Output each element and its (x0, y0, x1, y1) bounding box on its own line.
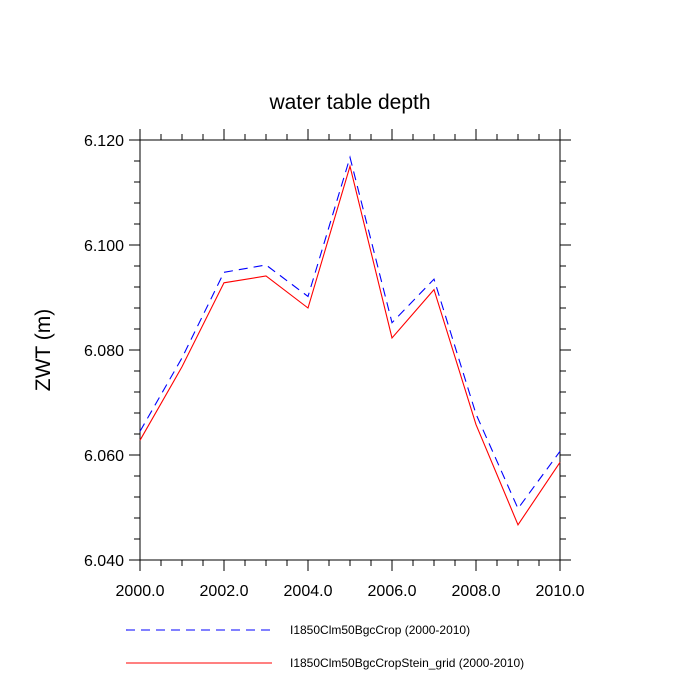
chart-title: water table depth (268, 91, 430, 114)
y-tick-label: 6.080 (84, 343, 124, 360)
legend-label-2: I1850Clm50BgcCropStein_grid (2000-2010) (290, 656, 524, 670)
y-axis-label: ZWT (m) (32, 309, 55, 391)
series-line-2 (139, 164, 561, 526)
y-tick-label: 6.100 (84, 238, 124, 255)
y-tick-label: 6.060 (84, 448, 124, 465)
x-tick-label: 2008.0 (452, 583, 501, 600)
x-tick-label: 2000.0 (116, 583, 165, 600)
x-tick-label: 2004.0 (284, 583, 333, 600)
plot-frame (139, 139, 561, 561)
x-tick-label: 2010.0 (536, 583, 585, 600)
y-tick-label: 6.040 (84, 553, 124, 570)
y-tick-label: 6.120 (84, 133, 124, 150)
series-line-1 (139, 155, 561, 510)
axes: 2000.0 2002.0 2004.0 2006.0 2008.0 2010.0 6.04… (84, 129, 585, 600)
legend: I1850Clm50BgcCrop (2000-2010) I1850Clm50B… (126, 623, 524, 670)
legend-label-1: I1850Clm50BgcCrop (2000-2010) (290, 623, 470, 637)
series-layer (139, 155, 561, 526)
x-tick-label: 2002.0 (200, 583, 249, 600)
x-tick-label: 2006.0 (368, 583, 417, 600)
